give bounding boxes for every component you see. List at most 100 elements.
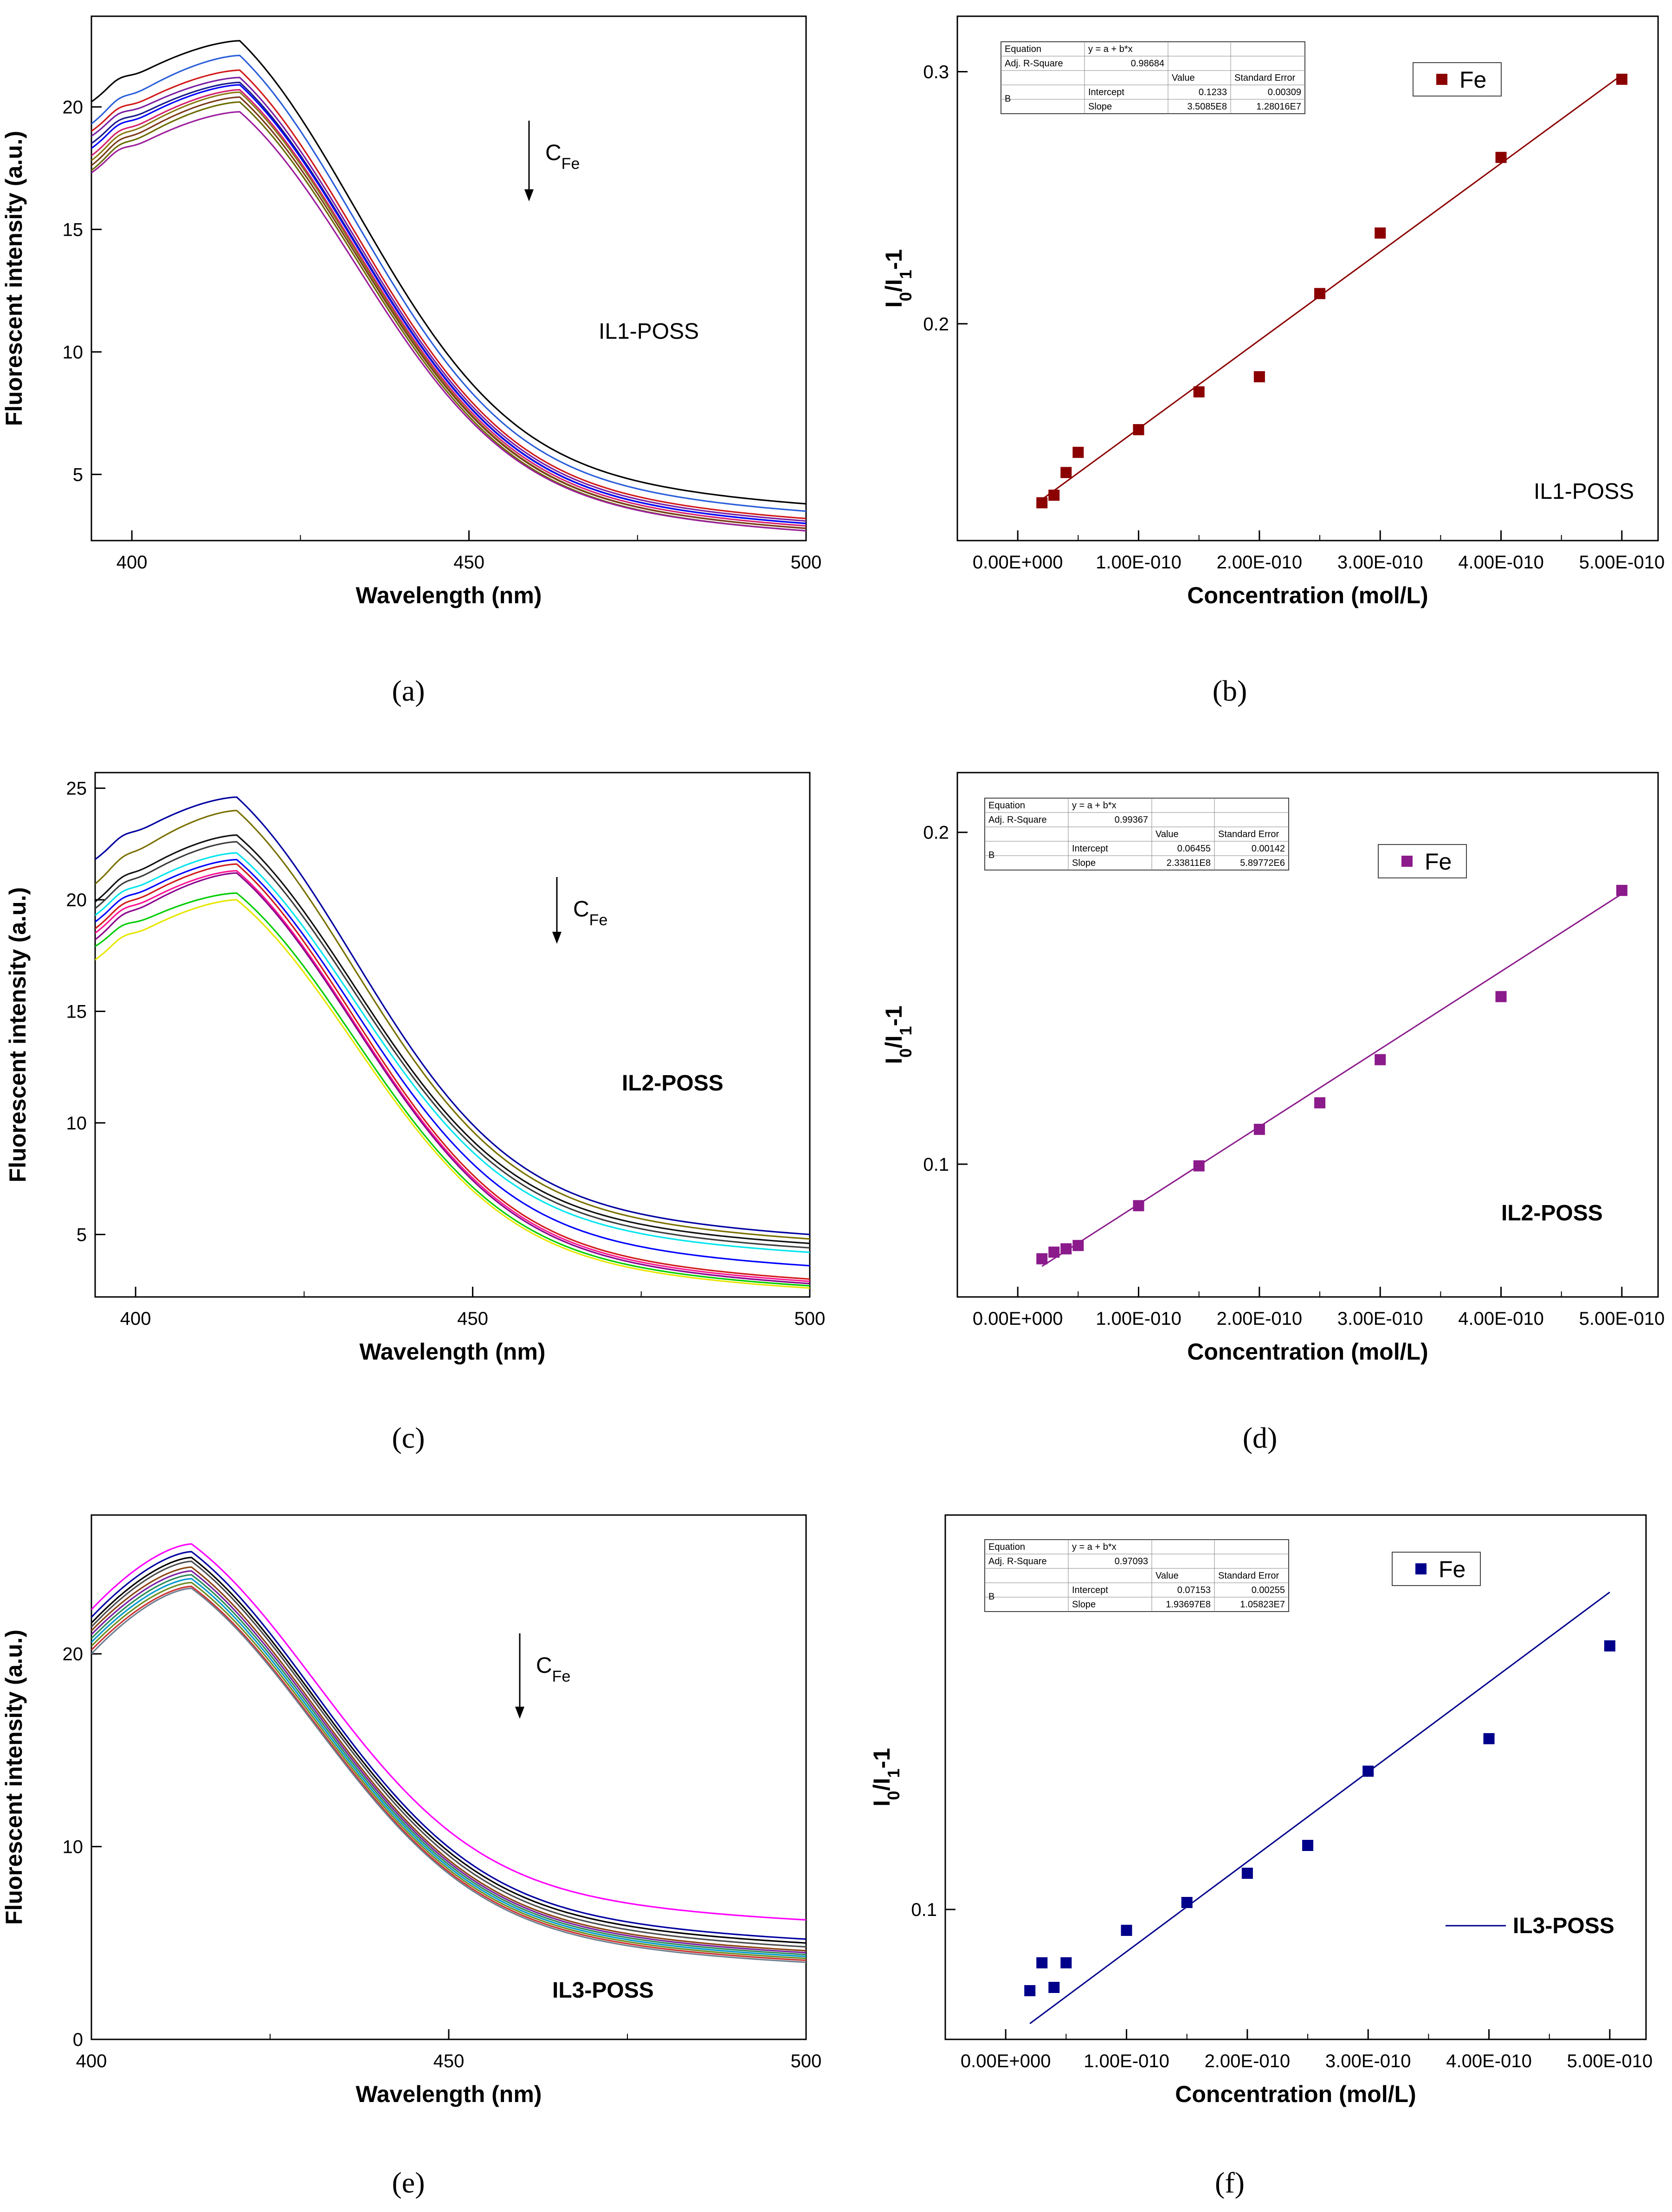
legend-box — [1413, 62, 1502, 97]
spectrum-line — [95, 852, 810, 1253]
spectrum-line — [95, 810, 810, 1240]
table-intercept-se: 0.00142 — [1252, 844, 1285, 854]
table-slope-value: 1.93697E8 — [1166, 1599, 1211, 1610]
table-slope-se: 5.89772E6 — [1240, 858, 1285, 868]
spectrum-line — [91, 1543, 806, 1921]
x-tick-label: 3.00E-010 — [1337, 552, 1423, 573]
spectrum-line — [95, 899, 810, 1289]
x-tick-label: 3.00E-010 — [1337, 1309, 1423, 1329]
arrow-head-icon — [552, 932, 562, 944]
table-slope-value: 2.33811E8 — [1167, 858, 1211, 868]
x-tick-label: 1.00E-010 — [1084, 2051, 1169, 2071]
x-tick-label: 400 — [76, 2051, 107, 2071]
x-tick-label: 0.00E+000 — [961, 2051, 1051, 2071]
y-tick-label: 10 — [63, 342, 84, 362]
chart-panel-f: 0.00E+000 1.00E-010 2.00E-010 3.00E-010 4.00… — [869, 1514, 1653, 2199]
data-point — [1036, 497, 1048, 509]
table-intercept-se: 0.00255 — [1252, 1585, 1285, 1595]
table-slope-label: Slope — [1072, 858, 1096, 868]
spectrum-line — [91, 77, 806, 522]
y-tick-label: 0.1 — [911, 1900, 937, 1920]
data-point — [1495, 991, 1507, 1002]
table-head-se: Standard Error — [1218, 829, 1279, 839]
spectrum-line — [91, 81, 806, 524]
fit-table — [1001, 41, 1305, 114]
x-tick-label: 1.00E-010 — [1096, 1309, 1181, 1329]
spectrum-line — [91, 91, 806, 529]
data-point — [1048, 1982, 1060, 1993]
table-intercept-label: Intercept — [1072, 1585, 1108, 1595]
data-point — [1036, 1253, 1048, 1264]
table-head-se: Standard Error — [1218, 1571, 1279, 1581]
table-r2-label: Adj. R-Square — [988, 815, 1047, 825]
spectrum-line — [95, 796, 810, 1235]
x-tick-label: 450 — [433, 2051, 465, 2071]
data-point — [1193, 386, 1205, 398]
y-tick-label: 0.2 — [923, 823, 949, 843]
x-tick-label: 500 — [794, 1309, 826, 1329]
table-r2-value: 0.98684 — [1131, 58, 1164, 69]
chart-panel-a: 400 450 500 5 10 15 20 Wavelength (nm) Fluoresce… — [1, 15, 822, 707]
arrow-label: CFe — [536, 1653, 570, 1685]
data-point — [1024, 1985, 1036, 1996]
plot-frame — [94, 772, 811, 1298]
data-point — [1375, 227, 1386, 239]
y-tick-label: 20 — [63, 97, 84, 117]
y-tick-label: 0.3 — [923, 62, 949, 83]
arrow-label: CFe — [573, 897, 607, 929]
legend-marker — [1415, 1563, 1427, 1574]
table-intercept-value: 0.07153 — [1177, 1585, 1211, 1595]
data-point — [1121, 1925, 1132, 1936]
table-slope-se: 1.05823E7 — [1240, 1599, 1285, 1610]
data-point — [1483, 1733, 1495, 1744]
spectrum-line — [95, 892, 810, 1287]
x-tick-label: 500 — [791, 552, 822, 573]
spectrum-line — [91, 84, 806, 524]
data-point — [1133, 1200, 1144, 1212]
y-axis-label: I0/I1-1 — [881, 1006, 915, 1064]
x-tick-label: 3.00E-010 — [1325, 2051, 1411, 2071]
table-r2-label: Adj. R-Square — [1005, 58, 1063, 69]
x-tick-label: 2.00E-010 — [1205, 2051, 1291, 2071]
series-annotation: IL3-POSS — [1513, 1914, 1614, 1938]
plot-frame — [956, 772, 1659, 1298]
x-tick-label: 450 — [453, 552, 484, 573]
x-tick-label: 0.00E+000 — [973, 552, 1063, 573]
table-intercept-value: 0.06455 — [1177, 844, 1211, 854]
spectrum-line — [91, 1551, 806, 1940]
y-tick-label: 20 — [63, 1644, 84, 1664]
series-group — [95, 796, 810, 1289]
chart-panel-e: 400 450 500 0 10 20 Wavelength (nm) Fluorescent… — [1, 1514, 821, 2199]
x-tick-label: 2.00E-010 — [1217, 1309, 1303, 1329]
table-r2-value: 0.97093 — [1115, 1556, 1148, 1567]
series-annotation: IL2-POSS — [1501, 1201, 1603, 1225]
table-equation: y = a + b*x — [1072, 800, 1117, 811]
data-point — [1495, 152, 1507, 163]
spectrum-line — [91, 89, 806, 527]
spectrum-line — [91, 1561, 806, 1948]
data-point — [1048, 490, 1060, 501]
x-tick-label: 2.00E-010 — [1217, 552, 1303, 573]
y-tick-label: 0.2 — [923, 314, 949, 335]
arrow-label: CFe — [545, 141, 580, 173]
arrow-head-icon — [524, 189, 534, 201]
y-tick-label: 25 — [66, 779, 87, 799]
y-tick-label: 10 — [63, 1837, 84, 1857]
data-point — [1060, 1957, 1072, 1968]
x-tick-label: 5.00E-010 — [1579, 1309, 1665, 1329]
panel-label: (f) — [1215, 2166, 1245, 2199]
x-tick-label: 4.00E-010 — [1458, 1309, 1544, 1329]
legend-label: Fe — [1425, 849, 1452, 875]
x-axis-label: Wavelength (nm) — [356, 582, 542, 608]
data-point — [1048, 1246, 1060, 1258]
x-tick-label: 400 — [116, 552, 148, 573]
spectrum-line — [95, 870, 810, 1282]
table-equation: y = a + b*x — [1088, 44, 1133, 54]
data-point — [1302, 1840, 1314, 1851]
data-point — [1253, 1123, 1265, 1135]
spectrum-line — [95, 841, 810, 1249]
x-axis-label: Wavelength (nm) — [360, 1339, 546, 1365]
data-point — [1036, 1957, 1048, 1968]
plot-frame — [90, 15, 807, 542]
fit-line — [1029, 1592, 1610, 2025]
